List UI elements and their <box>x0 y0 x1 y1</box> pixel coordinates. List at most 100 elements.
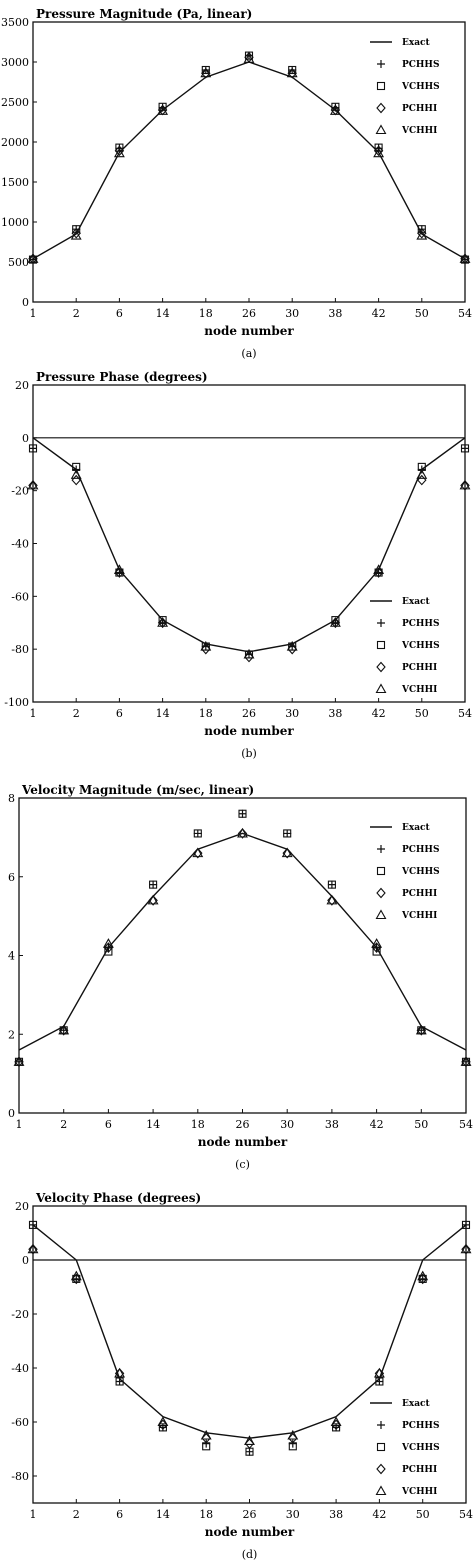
series-pchhi <box>14 828 471 1068</box>
data-point-diamond <box>114 145 125 157</box>
data-point-triangle <box>70 1270 82 1281</box>
x-tick-label: 1 <box>30 707 37 720</box>
y-tick-label: -40 <box>11 1362 29 1375</box>
data-point-square <box>327 880 336 889</box>
plot-frame <box>18 797 467 1114</box>
chart-panel-0: Pressure Magnitude (Pa, linear) 0 500 1000 1… <box>1 7 472 360</box>
data-point-diamond <box>14 1056 24 1068</box>
data-point-diamond <box>201 67 211 79</box>
data-point-square <box>283 829 292 838</box>
chart-title: Pressure Magnitude (Pa, linear) <box>36 7 252 21</box>
data-point-plus <box>332 1423 341 1432</box>
x-tick-label: 1 <box>16 1118 23 1131</box>
x-tick-label: 2 <box>73 707 80 720</box>
data-point-triangle <box>70 469 82 479</box>
legend-marker-triangle <box>375 909 387 920</box>
legend-label: VCHHI <box>401 1487 437 1497</box>
data-point-triangle <box>27 1243 39 1254</box>
legend-marker-triangle <box>375 124 387 135</box>
data-point-triangle <box>114 1367 126 1378</box>
series-vchhi <box>13 827 472 1066</box>
data-point-plus <box>374 568 383 577</box>
y-tick-label: 6 <box>8 871 15 884</box>
legend-marker-triangle <box>375 683 387 694</box>
data-point-triangle <box>200 1429 212 1440</box>
data-point-diamond <box>327 895 337 906</box>
plot-frame <box>32 1205 467 1504</box>
data-point-triangle <box>157 617 169 627</box>
series-line-exact <box>32 437 466 653</box>
legend-label: PCHHI <box>402 104 437 114</box>
data-point-plus <box>202 1439 211 1448</box>
data-point-plus <box>245 1447 254 1456</box>
x-tick-label: 50 <box>415 707 429 720</box>
legend-marker-square <box>376 866 386 876</box>
x-tick-label: 30 <box>285 307 299 320</box>
data-point-diamond <box>58 1024 69 1036</box>
panel-caption: (c) <box>235 1158 250 1171</box>
legend-label: PCHHS <box>402 845 439 855</box>
data-point-diamond <box>373 145 384 157</box>
x-tick-label: 50 <box>415 307 429 320</box>
x-tick-label: 38 <box>328 707 342 720</box>
data-point-diamond <box>287 67 297 79</box>
x-tick-label: 18 <box>191 1118 205 1131</box>
data-point-triangle <box>373 147 385 158</box>
plot-frame <box>32 21 466 303</box>
y-tick-label: -100 <box>4 696 29 709</box>
legend-marker-square <box>376 640 386 650</box>
data-point-square <box>288 65 297 75</box>
legend-marker-diamond <box>376 1463 386 1475</box>
legend-label: PCHHI <box>402 663 437 673</box>
x-tick-label: 38 <box>329 1508 343 1521</box>
data-point-triangle <box>326 894 338 905</box>
data-point-diamond <box>282 847 292 859</box>
data-point-plus <box>29 444 37 453</box>
data-point-square <box>201 65 210 75</box>
x-tick-label: 18 <box>199 307 213 320</box>
legend: Exact PCHHS VCHHS PCHHI VCHHI <box>370 38 440 136</box>
legend-label: VCHHS <box>401 867 440 877</box>
chart-title: Velocity Magnitude (m/sec, linear) <box>21 783 254 797</box>
legend-marker-diamond <box>376 661 386 673</box>
data-point-triangle <box>460 1056 472 1066</box>
legend-label: VCHHS <box>401 641 440 651</box>
data-point-triangle <box>287 1429 299 1440</box>
x-axis-label: node number <box>205 1525 295 1539</box>
data-point-triangle <box>417 1270 429 1281</box>
x-tick-label: 42 <box>372 707 386 720</box>
data-point-diamond <box>157 617 168 629</box>
x-tick-label: 54 <box>459 1508 473 1521</box>
legend-label: Exact <box>402 38 431 48</box>
y-tick-label: 4 <box>8 950 15 963</box>
legend: Exact PCHHS VCHHS PCHHI VCHHI <box>370 1399 440 1497</box>
x-tick-label: 6 <box>116 307 123 320</box>
data-point-triangle <box>243 53 255 63</box>
data-point-square <box>374 143 383 152</box>
x-tick-label: 1 <box>30 307 37 320</box>
x-tick-label: 50 <box>416 1508 430 1521</box>
data-point-square <box>158 102 167 111</box>
data-point-square <box>115 143 124 152</box>
data-point-triangle <box>157 105 169 115</box>
data-point-triangle <box>243 648 255 659</box>
data-point-square <box>417 225 426 234</box>
data-point-diamond <box>244 51 254 63</box>
data-point-triangle <box>286 67 298 78</box>
legend-label: VCHHI <box>401 685 437 695</box>
data-point-plus <box>283 829 292 838</box>
legend-marker-plus <box>377 845 385 853</box>
x-tick-label: 18 <box>199 1508 213 1521</box>
x-tick-label: 26 <box>242 307 256 320</box>
data-point-plus <box>115 1377 124 1386</box>
data-point-diamond <box>28 253 38 265</box>
legend-marker-diamond <box>376 102 386 114</box>
x-tick-label: 26 <box>242 707 256 720</box>
legend-label: VCHHI <box>401 911 437 921</box>
legend-marker-square <box>376 81 386 91</box>
data-point-square <box>158 1423 167 1432</box>
data-point-square <box>149 880 158 889</box>
y-tick-label: 20 <box>15 1200 29 1213</box>
data-point-triangle <box>459 253 471 263</box>
data-point-plus <box>72 1274 81 1283</box>
